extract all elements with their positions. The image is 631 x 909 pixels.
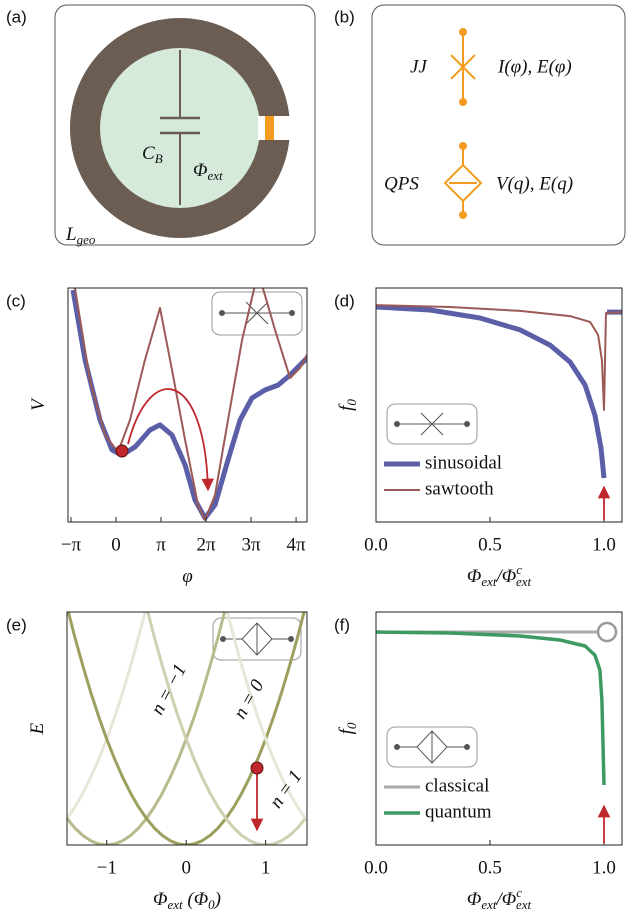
legend-label: classical bbox=[425, 775, 489, 796]
legend-label: quantum bbox=[425, 801, 492, 822]
text-part: ext bbox=[167, 897, 183, 909]
x-tick-label: 1.0 bbox=[592, 857, 616, 878]
jj-inset bbox=[211, 291, 478, 445]
inductance-label: Lgeo bbox=[65, 224, 96, 247]
qps-inset bbox=[212, 617, 478, 768]
annotations bbox=[115, 388, 618, 843]
x-axis-label: Φext (Φ0) bbox=[153, 889, 221, 909]
plot-frame bbox=[375, 287, 623, 523]
curve-label: n = 1 bbox=[266, 766, 307, 812]
text-part: ) bbox=[214, 889, 221, 909]
x-axis-label: Φext/Φc ext bbox=[467, 562, 532, 589]
ring-diagram bbox=[54, 4, 316, 246]
x-tick-label: −π bbox=[61, 534, 82, 555]
qps-functions: V(q), E(q) bbox=[496, 173, 573, 194]
text-part: 0 bbox=[344, 399, 359, 406]
plot-frame bbox=[375, 611, 623, 846]
legend-label: sinusoidal bbox=[425, 452, 502, 473]
y-axis-label: V bbox=[28, 397, 49, 411]
x-tick-label: 4π bbox=[287, 534, 307, 555]
data-line bbox=[70, 289, 307, 521]
flux-label: Φext bbox=[193, 160, 223, 183]
text-part: Φ bbox=[467, 889, 481, 909]
text-part: φ bbox=[182, 566, 193, 587]
text-part: Φ bbox=[153, 889, 167, 909]
y-axis-label: f0 bbox=[336, 399, 359, 411]
jj-label: JJ bbox=[410, 56, 428, 77]
x-tick-label: 0.0 bbox=[364, 534, 388, 555]
capacitor-label: CB bbox=[142, 143, 163, 166]
text-part: ext bbox=[516, 574, 532, 589]
panel-label: (a) bbox=[6, 7, 27, 26]
text-part: ext bbox=[207, 168, 223, 183]
jj-functions: I(φ), E(φ) bbox=[497, 56, 572, 77]
text-part: ext bbox=[516, 897, 532, 909]
text-part: geo bbox=[77, 232, 96, 247]
x-tick-label: 0 bbox=[111, 534, 121, 555]
curve-label: n = −1 bbox=[147, 661, 191, 719]
y-axis-label: f0 bbox=[336, 722, 359, 734]
x-tick-label: 0.5 bbox=[478, 534, 502, 555]
text-part: E bbox=[27, 722, 48, 735]
data-line bbox=[225, 612, 307, 820]
text-part: ext bbox=[481, 897, 497, 909]
x-tick-label: 2π bbox=[196, 534, 216, 555]
x-tick-label: 0.0 bbox=[364, 857, 388, 878]
x-tick-label: π bbox=[156, 534, 166, 555]
data-line bbox=[376, 630, 606, 785]
panel-label: (f) bbox=[334, 615, 350, 634]
plot-frame bbox=[67, 287, 308, 523]
panel-label: (c) bbox=[6, 291, 26, 310]
text-part: c bbox=[516, 562, 522, 577]
x-tick-label: 0 bbox=[181, 857, 191, 878]
x-axis-label: φ bbox=[182, 566, 193, 587]
text-part: /Φ bbox=[495, 889, 516, 909]
panel-label: (e) bbox=[6, 615, 27, 634]
x-axis-label: Φext/Φc ext bbox=[467, 885, 532, 909]
x-tick-label: 3π bbox=[241, 534, 261, 555]
text-part: B bbox=[155, 151, 163, 166]
data-line bbox=[74, 288, 307, 521]
plot-frame bbox=[66, 611, 308, 846]
panel-label: (d) bbox=[334, 291, 355, 310]
element-diagram bbox=[371, 4, 626, 246]
data-line bbox=[146, 612, 307, 845]
x-tick-label: 0.5 bbox=[478, 857, 502, 878]
curve-label: n = 0 bbox=[230, 676, 269, 723]
text-part: Φ bbox=[467, 566, 481, 587]
data-line bbox=[376, 304, 622, 411]
x-tick-label: 1.0 bbox=[592, 534, 616, 555]
x-tick-label: −1 bbox=[97, 857, 117, 878]
qps-label: QPS bbox=[384, 173, 419, 194]
chart: −π 0 π 2π 3π 4π φ V bbox=[28, 287, 308, 587]
y-axis-label: E bbox=[27, 722, 48, 735]
text-part: f bbox=[336, 403, 357, 411]
text-part: ext bbox=[481, 574, 497, 589]
x-tick-label: 1 bbox=[261, 857, 271, 878]
legend-label: sawtooth bbox=[425, 478, 494, 499]
text-part: /Φ bbox=[495, 566, 516, 587]
text-part: c bbox=[516, 885, 522, 900]
panel-label: (b) bbox=[334, 7, 355, 26]
text-part: f bbox=[336, 726, 357, 734]
text-part: 0 bbox=[208, 897, 215, 909]
text-part: C bbox=[142, 143, 155, 164]
text-part: (Φ bbox=[183, 889, 209, 909]
text-part: L bbox=[65, 224, 77, 245]
text-part: V bbox=[28, 397, 49, 411]
text-part: Φ bbox=[193, 160, 207, 181]
text-part: 0 bbox=[344, 722, 359, 729]
